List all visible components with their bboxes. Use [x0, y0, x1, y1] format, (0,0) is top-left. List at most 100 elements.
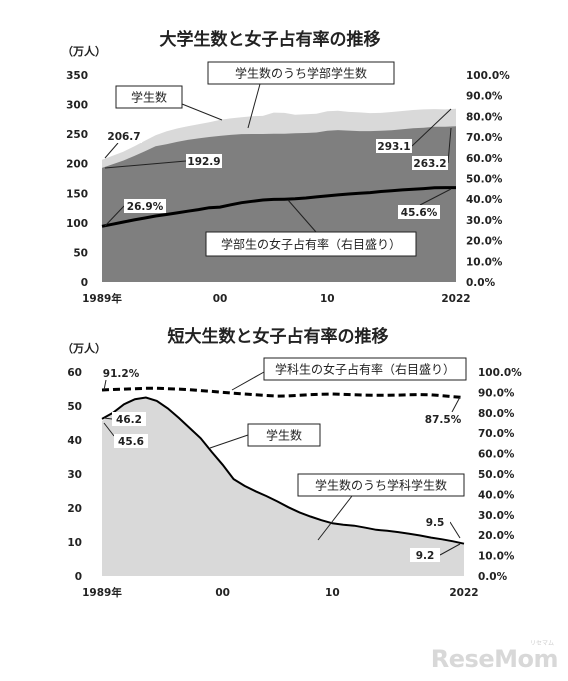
data-label-box: [410, 548, 440, 562]
y-tick-label: 250: [66, 129, 88, 141]
data-label-leader: [103, 417, 113, 420]
y-tick-label: 350: [66, 70, 88, 82]
y-tick-label: 100: [66, 218, 88, 230]
data-label: 263.2: [413, 158, 446, 170]
y2-tick-label: 10.0%: [478, 551, 515, 563]
y-tick-label: 0: [75, 571, 82, 583]
x-tick-label: 1989年: [82, 292, 122, 305]
y-tick-label: 150: [66, 188, 88, 200]
y2-tick-label: 100.0%: [478, 367, 522, 379]
x-tick-label: 10: [325, 587, 340, 599]
data-label: 9.5: [426, 517, 445, 529]
y2-tick-label: 10.0%: [466, 256, 503, 268]
data-label: 206.7: [107, 131, 140, 143]
area-department-students: [102, 398, 464, 576]
y-axis-unit: （万人）: [62, 341, 106, 355]
data-label-leader: [419, 188, 452, 206]
y2-tick-label: 60.0%: [478, 449, 515, 461]
callout-label: 学部生の女子占有率（右目盛り）: [221, 237, 401, 252]
callout-leader: [231, 371, 265, 391]
data-label: 192.9: [187, 156, 220, 168]
line-female-share: [101, 386, 465, 399]
data-label-leader: [451, 396, 461, 413]
y-tick-label: 200: [66, 159, 88, 171]
y2-tick-label: 80.0%: [466, 111, 503, 123]
y-tick-label: 50: [67, 401, 82, 413]
data-label-box: [420, 515, 450, 529]
data-label-leader: [103, 379, 107, 391]
y-tick-label: 10: [67, 537, 82, 549]
callout-box: [207, 61, 395, 85]
y2-tick-label: 0.0%: [466, 277, 496, 289]
y2-tick-label: 40.0%: [466, 194, 503, 206]
data-label: 87.5%: [425, 414, 462, 426]
y2-tick-label: 50.0%: [478, 469, 515, 481]
data-label: 9.2: [416, 550, 435, 562]
y2-tick-label: 30.0%: [466, 215, 503, 227]
y2-tick-label: 80.0%: [478, 408, 515, 420]
line-female-share: [101, 186, 456, 228]
y2-tick-label: 70.0%: [478, 428, 515, 440]
data-label-box: [98, 366, 144, 380]
data-label-leader: [103, 422, 115, 437]
callout-label: 学生数のうち学部学生数: [235, 66, 367, 81]
callout-box: [263, 357, 467, 381]
data-label-box: [376, 139, 412, 153]
y-tick-label: 60: [67, 367, 82, 379]
x-tick-label: 00: [215, 587, 230, 599]
data-label-leader: [447, 127, 452, 164]
y2-tick-label: 30.0%: [478, 510, 515, 522]
y2-tick-label: 40.0%: [478, 489, 515, 501]
data-label-leader: [439, 543, 461, 556]
callout-box: [115, 85, 183, 109]
data-label: 45.6%: [401, 207, 438, 219]
y-axis-unit: （万人）: [62, 44, 106, 58]
data-label-leader: [449, 521, 461, 539]
y-tick-label: 0: [81, 277, 88, 289]
y2-tick-label: 60.0%: [466, 153, 503, 165]
chart-1: 大学生数と女子占有率の推移 （万人） 0 50 100 150 200 250 300 350 0.…: [62, 29, 510, 305]
callout-box: [297, 473, 465, 497]
y2-tick-label: 20.0%: [478, 530, 515, 542]
data-label-leader: [104, 160, 187, 169]
data-label: 293.1: [377, 141, 410, 153]
callout-label: 学科生の女子占有率（右目盛り）: [275, 362, 455, 377]
data-label-box: [114, 434, 148, 448]
callout-label: 学生数: [131, 90, 167, 105]
callout-label: 学生数のうち学科学生数: [315, 478, 447, 493]
y2-tick-label: 70.0%: [466, 132, 503, 144]
chart-title: 短大生数と女子占有率の推移: [168, 326, 389, 347]
callout-leader: [287, 199, 317, 233]
x-tick-label: 1989年: [82, 586, 122, 599]
data-label-box: [106, 129, 142, 143]
x-tick-label: 00: [213, 293, 228, 305]
data-label: 91.2%: [103, 368, 140, 380]
data-label-box: [186, 154, 222, 168]
callout-label: 学生数: [266, 428, 302, 443]
callout-leader: [317, 495, 353, 541]
x-tick-label: 2022: [449, 587, 478, 599]
y-tick-label: 30: [67, 469, 82, 481]
y-tick-label: 50: [73, 247, 88, 259]
data-label: 46.2: [116, 414, 142, 426]
y2-tick-label: 0.0%: [478, 571, 508, 583]
y2-tick-label: 90.0%: [466, 91, 503, 103]
callout-box: [205, 231, 417, 257]
data-label-box: [398, 205, 440, 219]
callout-leader: [247, 83, 261, 129]
data-label-box: [420, 412, 466, 426]
y2-tick-label: 50.0%: [466, 174, 503, 186]
callout-box: [247, 423, 321, 447]
callout-leader: [209, 434, 249, 449]
callout-leader: [181, 103, 223, 121]
data-label-box: [124, 199, 166, 213]
y-tick-label: 20: [67, 503, 82, 515]
resemom-logo: ReseMom: [430, 645, 559, 673]
y2-tick-label: 90.0%: [478, 387, 515, 399]
chart-2: 短大生数と女子占有率の推移 （万人） 0 10 20 30 40 50 60 0.0% 10.0% 2…: [62, 326, 522, 599]
data-label-leader: [104, 142, 119, 159]
y-tick-label: 40: [67, 435, 82, 447]
x-tick-label: 2022: [441, 293, 470, 305]
chart-title: 大学生数と女子占有率の推移: [160, 29, 381, 50]
